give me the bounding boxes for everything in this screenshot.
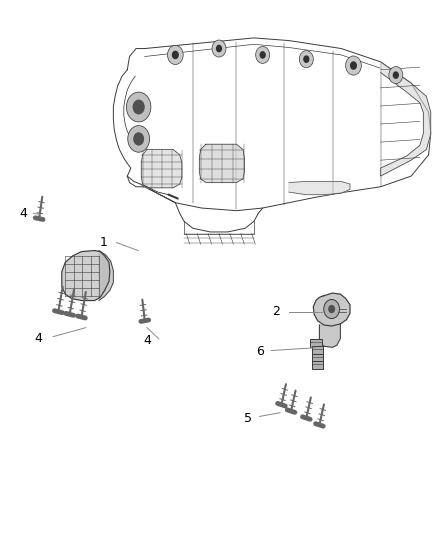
Polygon shape <box>199 144 244 182</box>
Text: 4: 4 <box>34 332 42 345</box>
Circle shape <box>389 67 403 84</box>
Polygon shape <box>141 150 182 188</box>
Circle shape <box>167 45 183 64</box>
Circle shape <box>133 132 144 146</box>
Circle shape <box>260 51 266 59</box>
Polygon shape <box>313 293 350 326</box>
Circle shape <box>128 126 150 152</box>
Circle shape <box>350 61 357 70</box>
Text: 1: 1 <box>100 236 108 249</box>
Circle shape <box>324 300 339 319</box>
Text: 6: 6 <box>256 345 264 358</box>
Bar <box>312 354 323 362</box>
Bar <box>312 361 323 369</box>
Text: 4: 4 <box>144 334 151 348</box>
Circle shape <box>393 71 399 79</box>
Polygon shape <box>62 251 110 301</box>
Polygon shape <box>99 251 113 301</box>
Text: 4: 4 <box>19 207 27 220</box>
Circle shape <box>127 92 151 122</box>
Circle shape <box>133 100 145 115</box>
Circle shape <box>328 305 335 313</box>
Polygon shape <box>381 62 431 176</box>
Circle shape <box>303 55 310 63</box>
Text: 5: 5 <box>244 411 252 424</box>
Circle shape <box>299 51 313 68</box>
Circle shape <box>346 56 361 75</box>
Bar <box>310 339 321 347</box>
Circle shape <box>216 45 222 52</box>
Circle shape <box>256 46 270 63</box>
Polygon shape <box>319 324 340 348</box>
Text: 2: 2 <box>272 305 280 318</box>
Bar <box>312 346 323 354</box>
Polygon shape <box>289 181 350 195</box>
Circle shape <box>212 40 226 57</box>
Circle shape <box>172 51 179 59</box>
